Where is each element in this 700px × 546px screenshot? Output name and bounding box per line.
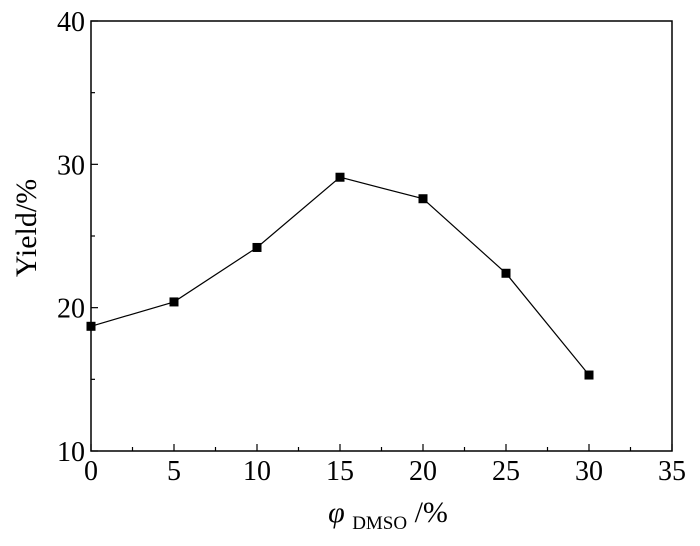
data-point-marker xyxy=(169,297,179,307)
data-point-marker xyxy=(501,268,511,278)
x-tick-label: 15 xyxy=(326,456,354,487)
y-tick-label: 30 xyxy=(57,150,85,181)
data-point-marker xyxy=(418,194,428,204)
data-point-marker xyxy=(335,172,345,182)
x-tick-label: 5 xyxy=(167,456,181,487)
x-tick-label: 20 xyxy=(409,456,437,487)
series-markers xyxy=(86,172,594,380)
axis-tick-labels: 0 5 10 15 20 25 30 35 10 20 30 40 xyxy=(57,7,686,487)
x-tick-label: 10 xyxy=(243,456,271,487)
y-axis-label: Yield/% xyxy=(10,179,43,277)
x-axis-label-symbol: φ xyxy=(328,496,345,529)
x-axis-label-subscript: DMSO xyxy=(352,513,407,534)
y-tick-label: 40 xyxy=(57,7,85,38)
x-tick-label: 30 xyxy=(575,456,603,487)
x-axis-label-suffix: /% xyxy=(415,496,448,529)
y-tick-label: 10 xyxy=(57,437,85,468)
x-tick-label: 35 xyxy=(658,456,686,487)
x-tick-label: 0 xyxy=(84,456,98,487)
data-point-marker xyxy=(86,321,96,331)
data-point-marker xyxy=(584,370,594,380)
x-axis-label: φ DMSO /% xyxy=(328,496,448,536)
x-tick-label: 25 xyxy=(492,456,520,487)
data-point-marker xyxy=(252,242,262,252)
plot-frame xyxy=(90,20,673,452)
y-tick-label: 20 xyxy=(57,294,85,325)
